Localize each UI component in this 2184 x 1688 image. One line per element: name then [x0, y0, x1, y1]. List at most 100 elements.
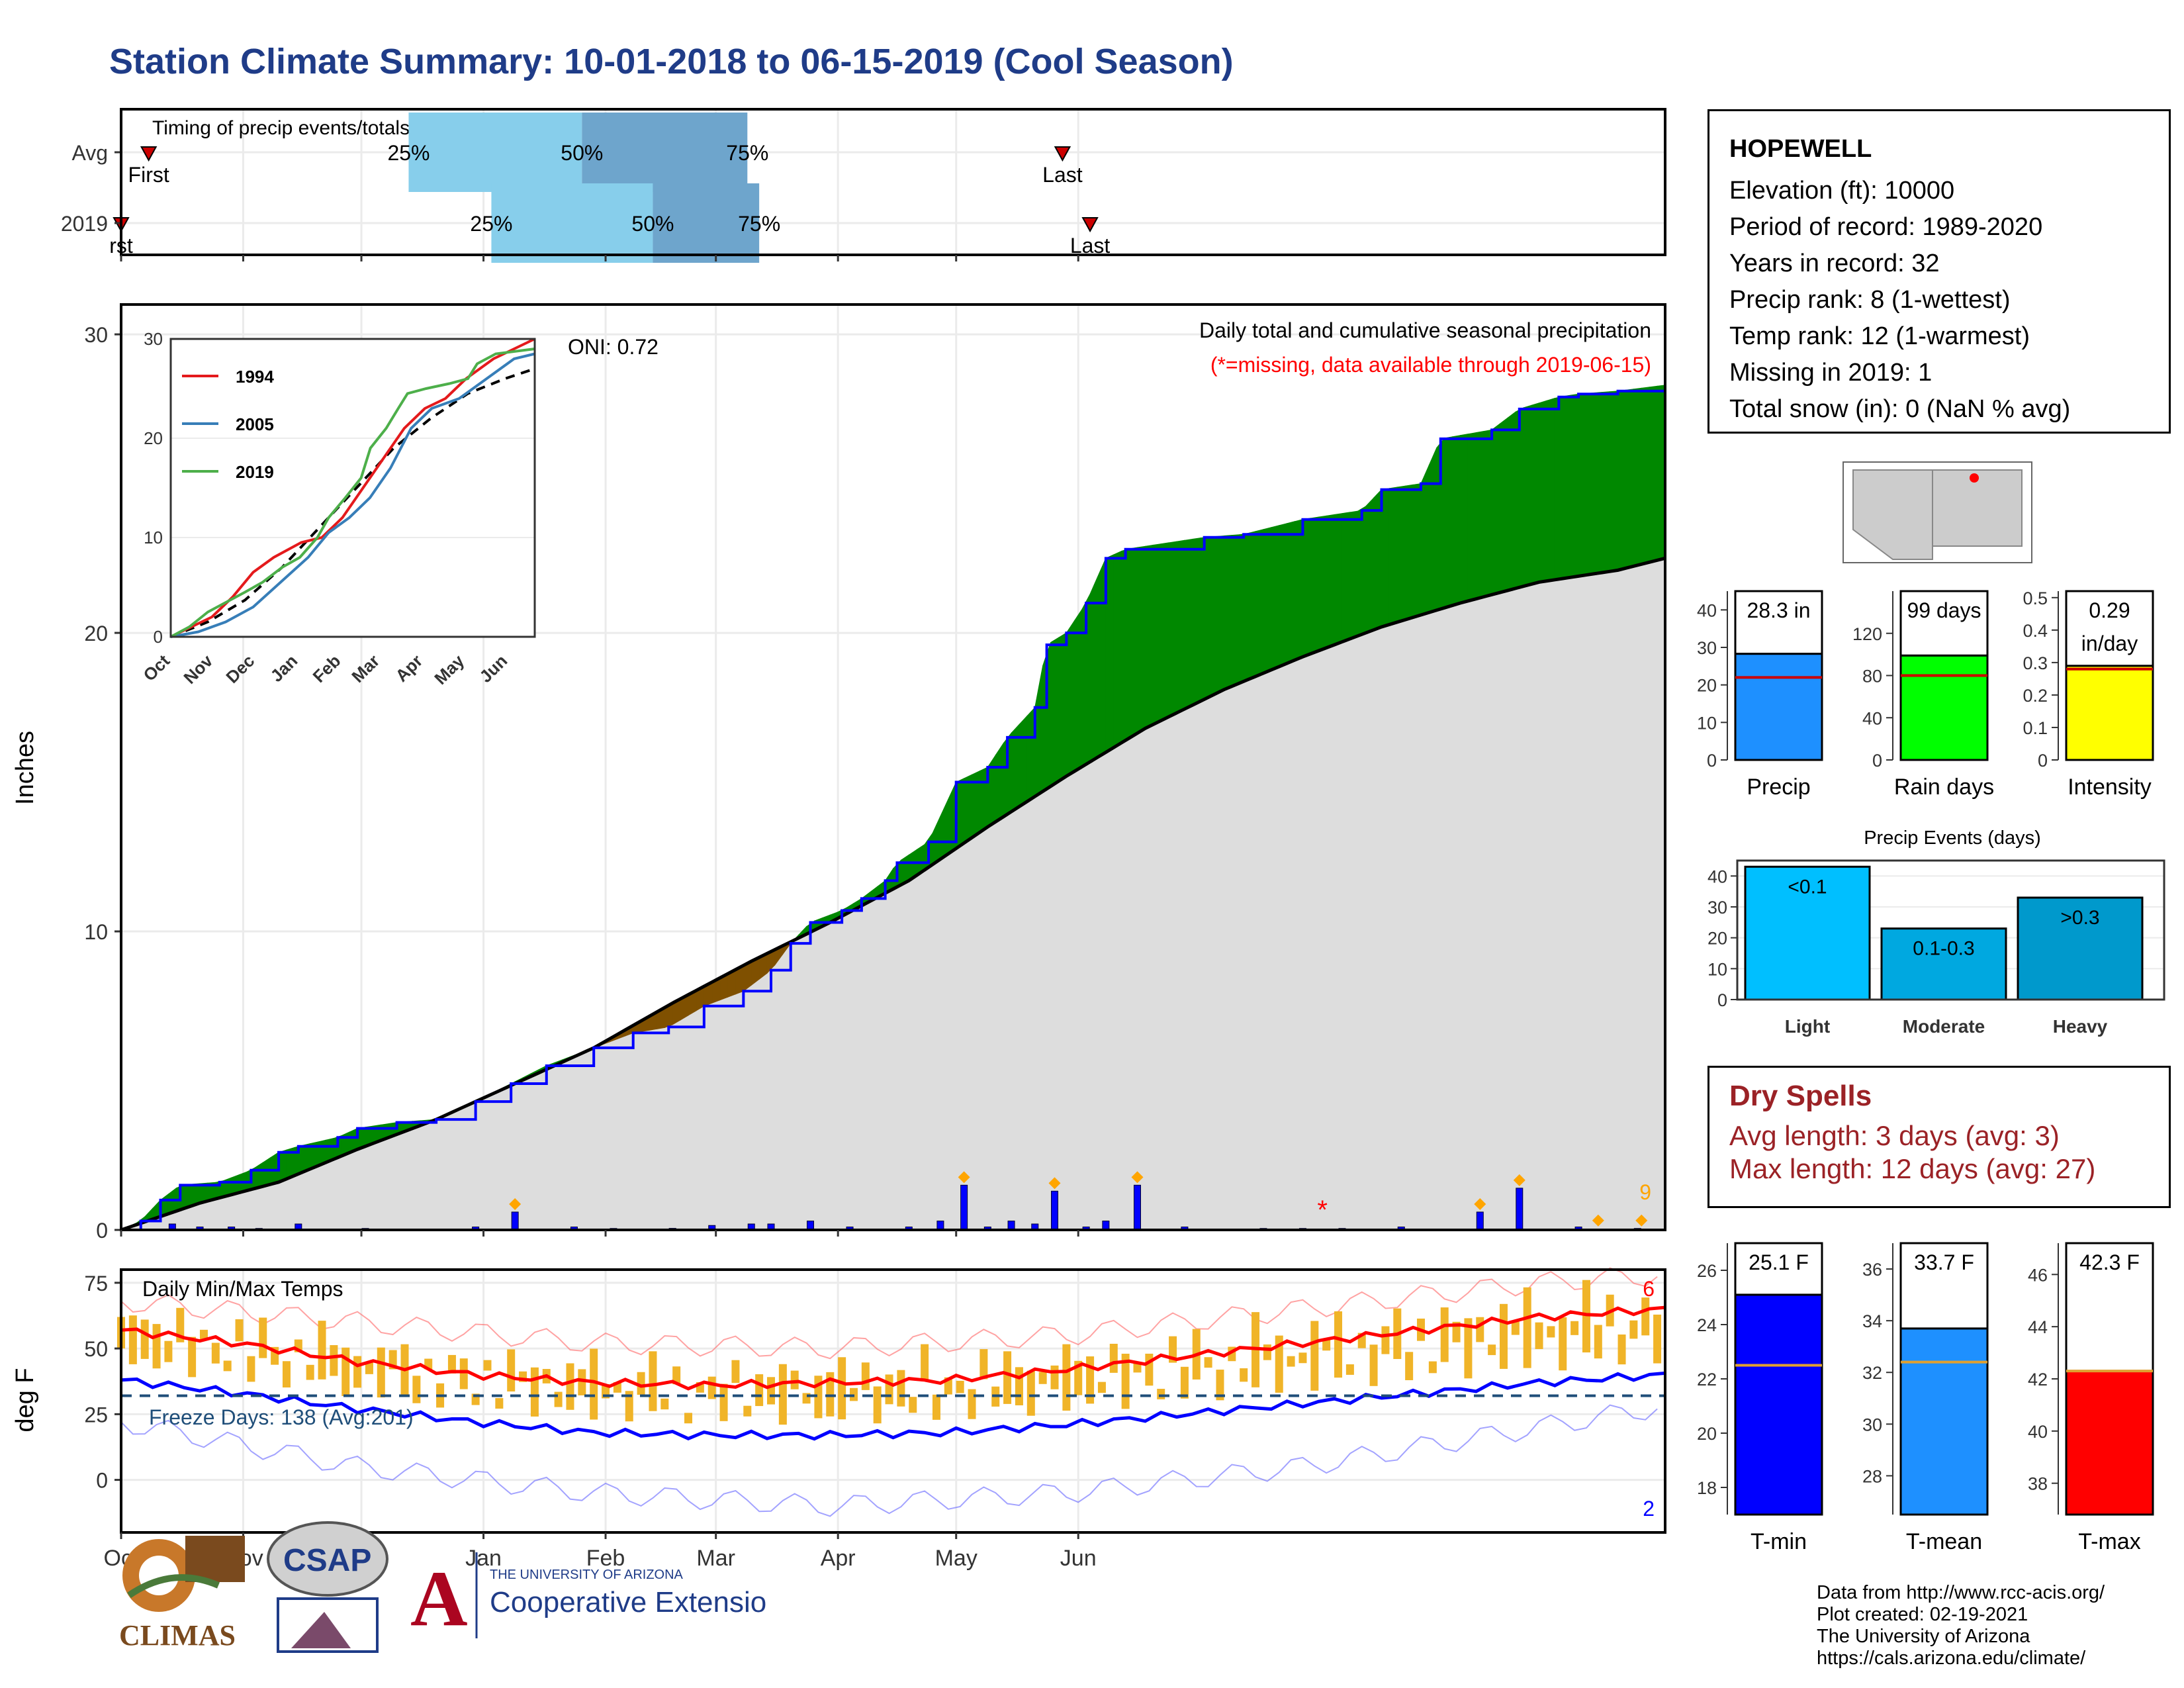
temp-bars-ytick-0-4: 26 — [1697, 1261, 1717, 1281]
precip-diff-fill — [1247, 531, 1256, 680]
precip-diff-fill — [1231, 534, 1240, 687]
timing-bar-2019-q1 — [491, 183, 653, 263]
temp-daily-bar — [1062, 1344, 1071, 1411]
precip-diff-fill — [1617, 389, 1626, 571]
precip-diff-fill — [1318, 515, 1327, 651]
precip-diff-fill — [1357, 505, 1367, 637]
precip-diff-fill — [1121, 548, 1130, 743]
temp-daily-bar — [684, 1413, 693, 1424]
temp-daily-bar — [755, 1374, 764, 1407]
inset-line-2019 — [170, 348, 535, 638]
csap-logo: CSAP — [267, 1521, 388, 1653]
temp-daily-bar — [637, 1372, 645, 1395]
precip-diff-fill — [1019, 715, 1028, 808]
timing-label-Avg-last: Last — [1042, 163, 1083, 187]
temp-avg-min-line — [120, 1371, 1666, 1441]
precip-ytick-0: 0 — [96, 1219, 108, 1243]
temp-bars-bar-top-0 — [1734, 1242, 1823, 1296]
temp-daily-bar — [1428, 1361, 1437, 1374]
timing-title: Timing of precip events/totals — [152, 117, 410, 139]
events-bar-label-Light: <0.1 — [1788, 876, 1827, 898]
precip-ylabel: Inches — [11, 731, 39, 805]
temp-daily-bar — [979, 1349, 988, 1380]
temp-daily-bar — [909, 1397, 917, 1413]
precip-diff-fill — [1491, 423, 1500, 595]
events-ytick-3: 30 — [1707, 898, 1727, 917]
temp-daily-bar — [968, 1389, 976, 1419]
credit-date: Plot created: 02-19-2021 — [1817, 1604, 2028, 1625]
temp-bars-ytick-1-0: 28 — [1862, 1466, 1882, 1486]
dry-spells-title: Dry Spells — [1729, 1080, 1872, 1112]
temp-daily-bar — [235, 1319, 244, 1342]
events-bar-Light — [1744, 865, 1871, 1001]
dry-spells-box: Dry Spells Avg length: 3 days (avg: 3) M… — [1707, 1066, 2171, 1208]
climas-logo-text: CLIMAS — [119, 1619, 236, 1652]
station-line-period: Period of record: 1989-2020 — [1729, 213, 2043, 241]
precip-bars-ytick-0-3: 30 — [1697, 638, 1717, 658]
temp-daily-bar — [176, 1307, 185, 1342]
map-state-nm — [1932, 469, 2023, 547]
precip-diff-fill — [1610, 391, 1619, 572]
temp-daily-bar — [164, 1340, 173, 1362]
timing-panel-bg — [121, 109, 1665, 255]
temp-daily-bar — [1003, 1351, 1012, 1404]
precip-bars-bar-1 — [1899, 654, 1989, 761]
temp-record-high-line — [120, 1267, 1658, 1360]
precip-diff-fill — [1594, 392, 1603, 575]
precip-diff-fill — [1562, 395, 1571, 579]
precip-bars-value-label-0: 28.3 in — [1747, 598, 1810, 622]
precip-diff-fill — [1452, 435, 1461, 606]
temp-bars-bar-2 — [2065, 1370, 2154, 1516]
precip-bars-ytick-2-0: 0 — [2038, 751, 2048, 771]
precip-panel-frame — [120, 303, 1666, 1231]
temp-daily-bar — [128, 1315, 137, 1364]
temp-daily-bar — [507, 1349, 516, 1392]
temp-daily-bar — [1629, 1320, 1638, 1339]
timing-bar-Avg-q2 — [582, 113, 748, 192]
precip-daily-bar-32 — [1476, 1211, 1484, 1231]
precip-diff-fill — [1625, 389, 1634, 569]
timing-label-Avg-p75: 75% — [726, 141, 768, 165]
temp-daily-bar — [1535, 1322, 1543, 1349]
inset-frame — [169, 338, 536, 638]
events-ytick-1: 10 — [1707, 959, 1727, 979]
temp-bars-ytick-2-3: 44 — [2028, 1317, 2048, 1337]
inset-legend-label-2005: 2005 — [236, 414, 274, 434]
temp-daily-bar — [1015, 1367, 1023, 1405]
temp-bars-ytick-2-0: 38 — [2028, 1474, 2048, 1494]
temp-daily-bar — [1216, 1370, 1224, 1401]
temp-daily-bar — [1381, 1326, 1390, 1354]
precip-diff-fill — [1184, 538, 1193, 710]
precip-bars-ytick-0-4: 40 — [1697, 600, 1717, 620]
precip-heavy-marker-5 — [1513, 1174, 1525, 1186]
temp-daily-bar — [578, 1369, 586, 1395]
temp-daily-bar — [861, 1362, 870, 1390]
temp-daily-bar — [743, 1405, 752, 1417]
ua-logo-small: THE UNIVERSITY OF ARIZONA — [490, 1568, 684, 1582]
precip-diff-fill — [1223, 535, 1232, 690]
temp-bars-ytick-0-1: 20 — [1697, 1424, 1717, 1444]
temp-daily-bar — [353, 1356, 362, 1388]
precip-diff-fill — [1342, 512, 1351, 643]
timing-marker-2019-last — [1081, 217, 1099, 233]
temp-daily-bar — [1097, 1382, 1106, 1393]
inset-legend-label-1994: 1994 — [236, 367, 274, 387]
precip-avg-line — [120, 556, 1666, 1232]
precip-bars-name-2: Intensity — [2068, 774, 2152, 800]
temp-daily-bar — [1157, 1389, 1165, 1399]
precip-diff-fill — [1168, 541, 1177, 718]
precip-heavy-marker-4 — [1474, 1197, 1486, 1210]
events-ytick-0: 0 — [1717, 990, 1727, 1010]
precip-diff-fill — [1129, 547, 1138, 739]
precip-diff-fill — [995, 742, 1004, 823]
temp-daily-bar — [211, 1342, 220, 1364]
precip-diff-fill — [1208, 536, 1217, 698]
temp-bars-ytick-1-1: 30 — [1862, 1415, 1882, 1434]
temp-daily-bar — [223, 1360, 232, 1372]
temp-panel-frame — [120, 1268, 1666, 1534]
inset-avg-line — [170, 367, 535, 638]
temp-record-low-count: 2 — [1643, 1497, 1655, 1521]
timing-marker-Avg-last — [1054, 146, 1071, 162]
temp-daily-bar — [188, 1336, 197, 1378]
inset-legend-label-2019: 2019 — [236, 462, 274, 482]
